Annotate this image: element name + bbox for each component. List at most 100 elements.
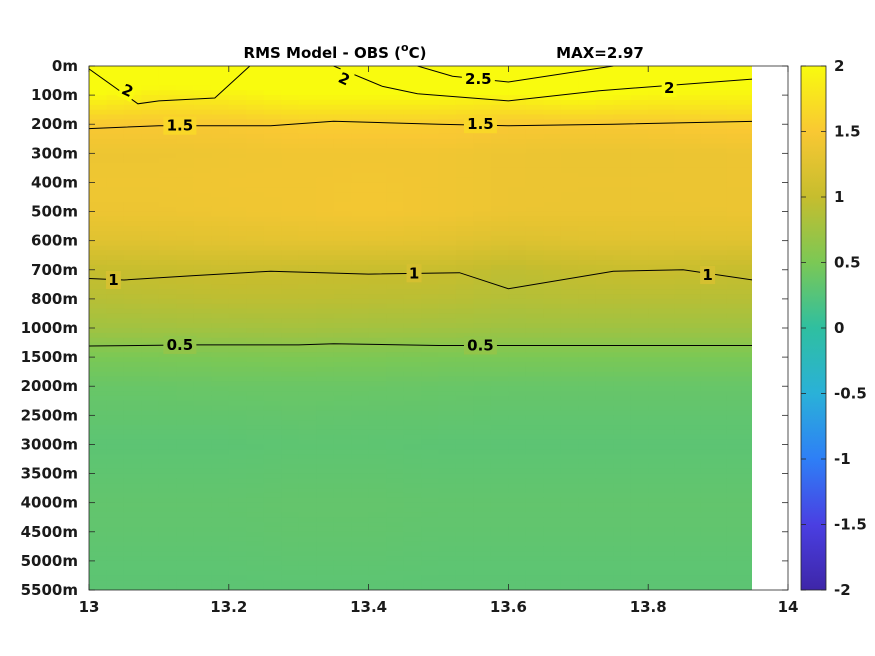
heat-cell — [648, 507, 676, 513]
heat-cell — [333, 99, 352, 106]
heat-cell — [386, 269, 405, 276]
heat-cell — [595, 124, 614, 130]
heat-cell — [351, 318, 370, 324]
heat-cell — [455, 420, 475, 426]
heat-cell — [613, 565, 632, 572]
heat-cell — [333, 119, 352, 125]
heat-cell — [543, 138, 562, 145]
heat-cell — [281, 289, 300, 295]
heat-cell — [298, 119, 317, 125]
heat-cell — [211, 66, 230, 72]
heat-cell — [351, 216, 370, 222]
heat-cell — [630, 512, 649, 518]
heat-cell — [613, 70, 632, 77]
heat-cell — [351, 284, 370, 290]
heat-cell — [246, 182, 265, 188]
heat-cell — [298, 522, 317, 528]
heat-cell — [508, 289, 527, 295]
heat-cell — [421, 565, 440, 572]
heat-cell — [473, 585, 492, 590]
heat-cell — [351, 129, 370, 135]
heat-cell — [595, 245, 614, 251]
heat-cell — [508, 264, 527, 271]
heat-cell — [490, 332, 509, 339]
heat-cell — [674, 148, 702, 154]
heat-cell — [674, 546, 702, 552]
heat-cell — [123, 468, 143, 475]
heat-cell — [211, 512, 230, 518]
heat-cell — [630, 298, 649, 305]
heat-cell — [228, 308, 247, 315]
heat-cell — [490, 444, 509, 450]
heat-cell — [578, 260, 597, 266]
heat-cell — [106, 556, 125, 562]
heat-cell — [455, 395, 475, 402]
heat-cell — [630, 463, 649, 470]
heat-cell — [316, 386, 335, 392]
heat-cell — [106, 211, 125, 218]
heat-cell — [578, 449, 597, 455]
heat-cell — [578, 264, 597, 271]
heat-cell — [263, 75, 282, 82]
heat-cell — [106, 585, 125, 590]
heat-cell — [368, 294, 387, 300]
heat-cell — [700, 206, 728, 213]
heat-cell — [193, 536, 212, 543]
heat-cell — [141, 172, 160, 179]
heat-cell — [560, 226, 579, 232]
y-tick-label: 2500m — [21, 406, 78, 424]
heat-cell — [386, 197, 405, 203]
heat-cell — [193, 303, 212, 310]
heat-cell — [578, 526, 597, 533]
heat-cell — [490, 386, 509, 392]
contour-label: 1.5 — [467, 115, 494, 133]
heat-cell — [246, 449, 265, 455]
heat-cell — [368, 250, 387, 256]
heat-cell — [613, 337, 632, 344]
heat-cell — [106, 439, 125, 446]
heat-cell — [674, 517, 702, 523]
heat-cell — [316, 371, 335, 378]
heat-cell — [560, 240, 579, 247]
y-tick-label: 100m — [31, 86, 78, 104]
heat-cell — [228, 580, 247, 586]
heat-cell — [89, 216, 108, 222]
heat-cell — [560, 289, 579, 295]
heat-cell — [438, 483, 457, 489]
heat-cell — [386, 177, 405, 184]
heat-cell — [368, 531, 387, 538]
heat-cell — [263, 575, 282, 581]
heat-cell — [473, 294, 492, 300]
heat-cell — [403, 104, 422, 111]
heat-cell — [421, 410, 440, 416]
heat-cell — [351, 289, 370, 295]
heat-cell — [158, 153, 177, 159]
heat-cell — [298, 70, 317, 77]
heat-cell — [298, 347, 317, 353]
heat-cell — [123, 541, 143, 547]
heat-cell — [700, 420, 728, 426]
heat-cell — [246, 565, 265, 572]
heat-cell — [613, 216, 632, 222]
heat-cell — [228, 410, 247, 416]
heat-cell — [595, 366, 614, 373]
heat-cell — [263, 347, 282, 353]
heat-cell — [351, 522, 370, 528]
heat-cell — [543, 434, 562, 441]
heat-cell — [403, 235, 422, 242]
heat-cell — [648, 492, 676, 499]
heat-cell — [263, 420, 282, 426]
heat-cell — [560, 313, 579, 319]
heat-cell — [246, 386, 265, 392]
heat-cell — [613, 425, 632, 431]
heat-cell — [726, 172, 752, 179]
heat-cell — [421, 308, 440, 315]
heat-cell — [316, 366, 335, 373]
heat-cell — [263, 361, 282, 368]
heat-cell — [421, 138, 440, 145]
heat-cell — [368, 269, 387, 276]
heat-cell — [578, 473, 597, 480]
heat-cell — [246, 420, 265, 426]
heat-cell — [368, 235, 387, 242]
heat-cell — [386, 429, 405, 436]
